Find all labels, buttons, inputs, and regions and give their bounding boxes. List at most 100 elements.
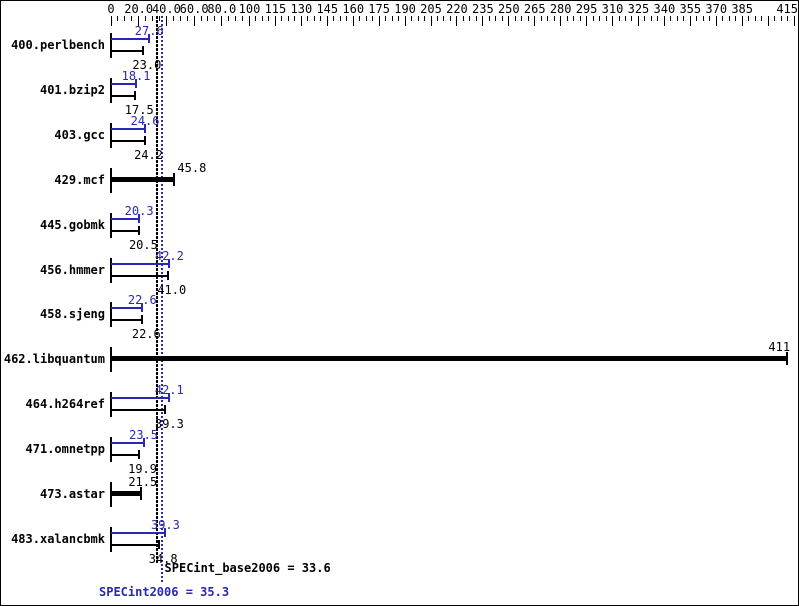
axis-minor-tick	[709, 16, 711, 21]
axis-major-tick	[767, 16, 769, 26]
axis-minor-tick	[294, 16, 296, 21]
row-start-line	[110, 392, 112, 418]
axis-tick-label: 250	[497, 2, 520, 16]
axis-major-tick	[793, 16, 795, 26]
benchmark-label: 462.libquantum	[3, 352, 105, 367]
axis-minor-tick	[385, 16, 387, 21]
axis-minor-tick	[398, 16, 400, 21]
axis-minor-tick	[514, 16, 516, 21]
base-ratio-bar	[111, 50, 143, 52]
base-bar-end-cap	[134, 90, 137, 100]
peak-ratio-bar	[111, 262, 170, 265]
base-ratio-value: 39.3	[154, 417, 184, 432]
base-ratio-bar	[111, 409, 166, 412]
axis-minor-tick	[255, 16, 257, 21]
base-bar-end-cap	[137, 450, 140, 460]
single-ratio-bar	[111, 176, 175, 182]
axis-minor-tick	[365, 16, 367, 21]
axis-minor-tick	[359, 16, 361, 21]
axis-tick-label: 175	[368, 2, 390, 16]
base-ratio-bar	[111, 454, 139, 457]
axis-minor-tick	[761, 16, 763, 21]
axis-minor-tick	[702, 16, 704, 21]
single-bar-end-cap	[786, 352, 789, 366]
axis-minor-tick	[313, 16, 315, 21]
peak-ratio-bar	[111, 127, 146, 130]
base-mean-label: SPECint_base2006 = 33.6	[164, 561, 331, 575]
single-ratio-bar	[111, 491, 141, 496]
axis-major-tick	[352, 16, 354, 26]
axis-major-tick	[586, 16, 588, 26]
peak-ratio-bar	[111, 397, 170, 400]
axis-tick-label: 340	[653, 2, 676, 16]
axis-tick-label: 60.0	[179, 2, 209, 16]
axis-tick-label: 265	[523, 2, 546, 16]
axis-minor-tick	[424, 16, 426, 21]
axis-minor-tick	[618, 16, 620, 21]
benchmark-label: 458.sjeng	[39, 307, 105, 322]
axis-minor-tick	[124, 16, 126, 21]
benchmark-label: 473.astar	[39, 487, 105, 501]
base-ratio-bar	[111, 274, 168, 277]
benchmark-label: 464.h264ref	[25, 397, 105, 412]
axis-minor-tick	[117, 16, 119, 21]
axis-tick-label: 280	[549, 2, 572, 16]
row-start-line	[110, 122, 112, 148]
peak-bar-end-cap	[138, 213, 141, 223]
axis-minor-tick	[754, 16, 756, 21]
axis-major-tick	[663, 16, 665, 26]
peak-ratio-bar	[111, 82, 137, 85]
base-ratio-value: 17.5	[124, 102, 154, 117]
axis-tick-label: 130	[290, 2, 313, 16]
axis-major-tick	[430, 16, 432, 26]
axis-minor-tick	[449, 16, 451, 21]
base-bar-end-cap	[141, 315, 144, 325]
base-bar-end-cap	[166, 270, 169, 280]
benchmark-label: 456.hmmer	[39, 262, 105, 277]
base-ratio-bar	[111, 543, 160, 546]
axis-minor-tick	[527, 16, 529, 21]
axis-major-tick	[741, 16, 743, 26]
base-ratio-value: 20.5	[128, 237, 158, 252]
axis-tick-label: 385	[731, 2, 753, 16]
base-ratio-bar	[111, 319, 143, 322]
base-bar-end-cap	[138, 225, 141, 235]
axis-minor-tick	[650, 16, 652, 21]
axis-minor-tick	[657, 16, 659, 21]
axis-major-tick	[221, 16, 223, 26]
axis-tick-label: 220	[446, 2, 468, 16]
base-ratio-value: 22.6	[131, 327, 161, 342]
axis-minor-tick	[521, 16, 523, 21]
peak-ratio-bar	[111, 217, 140, 220]
axis-minor-tick	[346, 16, 348, 21]
axis-tick-label: 370	[705, 2, 728, 16]
axis-tick-label: 190	[394, 2, 416, 16]
row-start-line	[110, 526, 112, 552]
axis-major-tick	[482, 16, 484, 26]
benchmark-label: 471.omnetpp	[25, 442, 105, 457]
axis-minor-tick	[436, 16, 438, 21]
axis-minor-tick	[131, 16, 133, 21]
peak-bar-end-cap	[168, 393, 171, 403]
axis-minor-tick	[145, 16, 147, 21]
row-start-line	[110, 33, 112, 58]
single-ratio-value: 411	[768, 340, 791, 355]
axis-tick-label: 295	[575, 2, 598, 16]
axis-minor-tick	[735, 16, 737, 21]
axis-major-tick	[508, 16, 510, 26]
base-mean-line	[155, 16, 158, 564]
axis-tick-label: 80.0	[207, 2, 237, 16]
axis-minor-tick	[644, 16, 646, 21]
axis-minor-tick	[333, 16, 335, 21]
peak-bar-end-cap	[144, 123, 147, 133]
axis-tick-label: 235	[472, 2, 494, 16]
peak-bar-end-cap	[135, 78, 138, 88]
peak-ratio-value: 23.5	[129, 428, 158, 443]
base-ratio-value: 23.0	[132, 58, 162, 72]
benchmark-label: 400.perlbench	[11, 38, 105, 52]
axis-minor-tick	[235, 16, 237, 21]
row-start-line	[110, 437, 112, 463]
base-ratio-value: 41.0	[157, 282, 187, 297]
single-bar-end-cap	[173, 172, 176, 186]
